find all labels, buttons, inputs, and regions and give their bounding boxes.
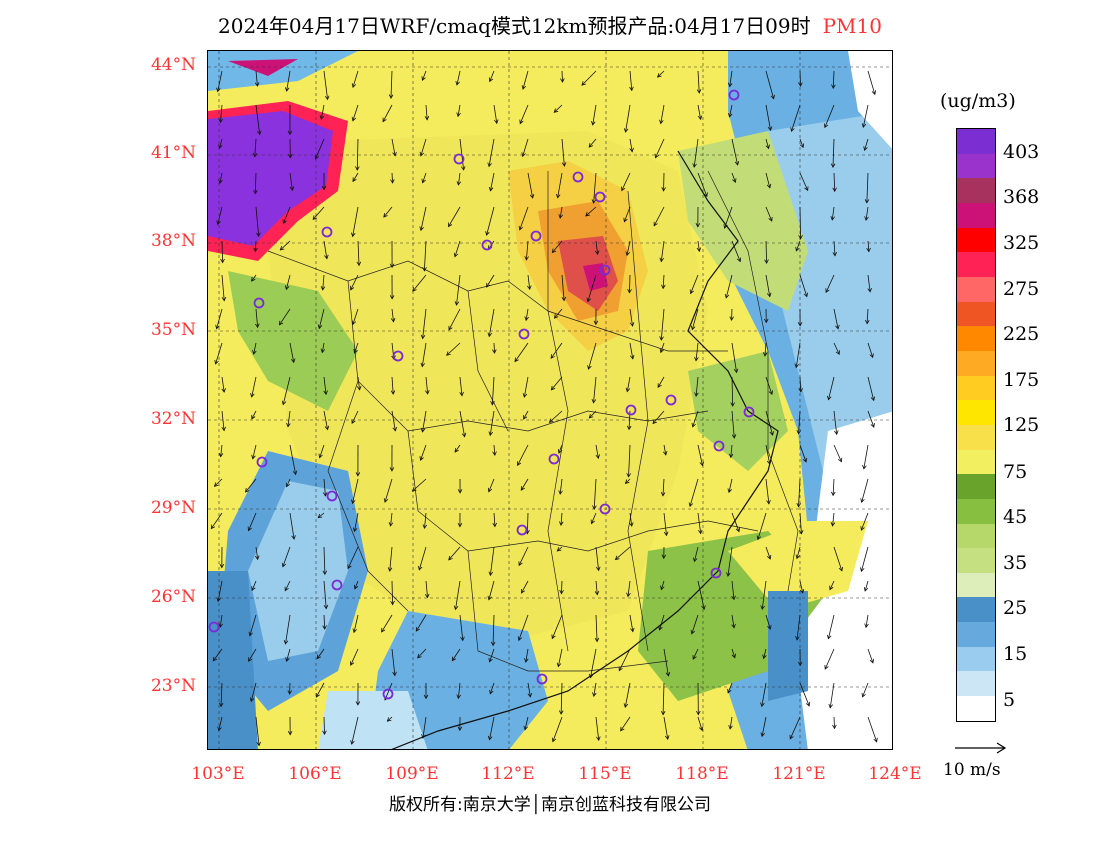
colorbar-swatch — [957, 671, 995, 696]
colorbar-swatch — [957, 548, 995, 573]
colorbar — [956, 128, 996, 722]
colorbar-swatch — [957, 178, 995, 203]
wind-arrow — [562, 71, 563, 82]
colorbar-swatch — [957, 252, 995, 277]
legend-label: 225 — [1003, 323, 1039, 345]
colorbar-swatch — [957, 400, 995, 425]
colorbar-swatch — [957, 154, 995, 179]
legend-label: 175 — [1003, 369, 1039, 391]
legend-unit: (ug/m3) — [940, 90, 1016, 112]
colorbar-swatch — [957, 647, 995, 672]
colorbar-swatch — [957, 376, 995, 401]
colorbar-swatch — [957, 499, 995, 524]
lat-label: 23°N — [136, 676, 196, 696]
legend-label: 275 — [1003, 278, 1039, 300]
legend-label: 35 — [1003, 552, 1027, 574]
map-canvas — [208, 51, 893, 750]
colorbar-swatch — [957, 597, 995, 622]
lon-label: 112°E — [473, 764, 543, 784]
pm10-map[interactable] — [207, 50, 893, 750]
colorbar-swatch — [957, 351, 995, 376]
lon-label: 106°E — [280, 764, 350, 784]
legend-label: 325 — [1003, 232, 1039, 254]
colorbar-swatch — [957, 696, 995, 721]
wind-reference-arrow — [955, 740, 1010, 756]
wind-arrow — [800, 71, 801, 86]
legend-label: 368 — [1003, 186, 1039, 208]
colorbar-swatch — [957, 450, 995, 475]
lon-label: 118°E — [667, 764, 737, 784]
lon-label: 124°E — [860, 764, 930, 784]
lat-label: 35°N — [136, 320, 196, 340]
colorbar-swatch — [957, 277, 995, 302]
colorbar-swatch — [957, 326, 995, 351]
title-text: 2024年04月17日WRF/cmaq模式12km预报产品:04月17日09时 — [218, 14, 811, 38]
legend-label: 45 — [1003, 506, 1027, 528]
colorbar-swatch — [957, 474, 995, 499]
colorbar-swatch — [957, 573, 995, 598]
legend-label: 15 — [1003, 643, 1027, 665]
colorbar-swatch — [957, 228, 995, 253]
colorbar-swatch — [957, 622, 995, 647]
lat-label: 38°N — [136, 231, 196, 251]
lat-label: 32°N — [136, 409, 196, 429]
pollutant-label: PM10 — [823, 14, 882, 38]
lon-label: 121°E — [764, 764, 834, 784]
legend-label: 403 — [1003, 141, 1039, 163]
legend-label: 75 — [1003, 461, 1027, 483]
legend-label: 5 — [1003, 689, 1015, 711]
lat-label: 29°N — [136, 498, 196, 518]
wind-arrow — [834, 717, 835, 728]
map-title: 2024年04月17日WRF/cmaq模式12km预报产品:04月17日09时 P… — [0, 10, 1100, 39]
lat-label: 44°N — [136, 55, 196, 75]
colorbar-swatch — [957, 302, 995, 327]
colorbar-swatch — [957, 129, 995, 154]
legend-label: 25 — [1003, 597, 1027, 619]
lon-label: 115°E — [570, 764, 640, 784]
wind-arrow — [629, 275, 630, 293]
lat-label: 41°N — [136, 143, 196, 163]
lat-label: 26°N — [136, 587, 196, 607]
legend-label: 125 — [1003, 414, 1039, 436]
wind-reference-label: 10 m/s — [943, 760, 1001, 780]
wind-arrow — [324, 717, 325, 734]
colorbar-swatch — [957, 425, 995, 450]
lon-label: 109°E — [377, 764, 447, 784]
taiwan — [768, 591, 808, 701]
lon-label: 103°E — [183, 764, 253, 784]
copyright-notice: 版权所有:南京大学│南京创蓝科技有限公司 — [0, 790, 1100, 815]
wind-arrow — [561, 581, 562, 594]
colorbar-swatch — [957, 524, 995, 549]
colorbar-swatch — [957, 203, 995, 228]
